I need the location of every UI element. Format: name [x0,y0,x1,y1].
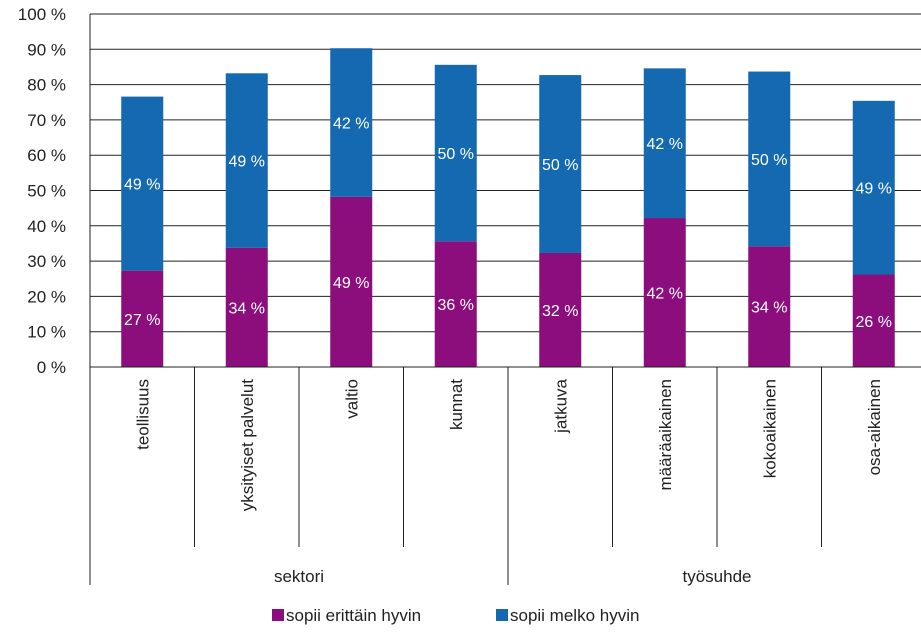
y-tick-label: 30 % [27,252,66,271]
data-label: 42 % [647,136,683,153]
legend-swatch [272,609,284,621]
group-label: sektori [274,567,324,586]
y-axis-ticks: 0 % 10 % 20 % 30 % 40 % 50 % 60 % 70 % 80 % 90 % 1… [18,5,66,377]
bar-segment [225,247,268,367]
bar-segment [434,241,477,367]
x-tick-label: kokoaikainen [760,379,779,478]
bar-segment [539,252,582,367]
x-tick-label: kunnat [447,379,466,430]
x-axis-labels: teollisuus yksityiset palvelut valtio kunna… [133,378,884,511]
data-label: 50 % [438,146,474,163]
data-label: 26 % [856,314,892,331]
x-tick-label: määräaikainen [656,379,675,491]
data-label: 42 % [647,286,683,303]
data-label: 34 % [229,300,265,317]
bar-segment [225,73,268,248]
data-label: 32 % [542,303,578,320]
data-label: 49 % [124,177,160,194]
bar-segment [748,71,791,247]
y-tick-label: 50 % [27,182,66,201]
y-tick-label: 100 % [18,5,66,24]
gridlines [90,13,921,333]
legend: sopii erittäin hyvin sopii melko hyvin [272,606,639,625]
bar-segment [852,100,895,275]
legend-label: sopii erittäin hyvin [286,606,421,625]
data-label: 49 % [856,181,892,198]
data-label: 34 % [751,300,787,317]
bar-segment [852,274,895,367]
data-label: 36 % [438,297,474,314]
x-tick-label: osa-aikainen [865,379,884,475]
legend-swatch [496,609,508,621]
bar-segment [121,96,164,271]
data-label: 42 % [333,116,369,133]
data-label: 50 % [751,152,787,169]
x-tick-label: yksityiset palvelut [238,379,257,512]
bar-segment [643,218,686,367]
bar-segment [643,68,686,219]
y-tick-label: 0 % [37,358,66,377]
data-label: 50 % [542,157,578,174]
bar-segment [121,270,164,367]
x-tick-label: jatkuva [551,378,570,433]
x-tick-label: valtio [342,379,361,419]
y-tick-label: 60 % [27,146,66,165]
bar-segment [330,48,373,197]
y-tick-label: 20 % [27,287,66,306]
group-labels: sektori työsuhde [274,567,752,586]
bars [121,48,895,367]
axes [89,14,921,585]
y-tick-label: 80 % [27,76,66,95]
bar-segment [330,196,373,367]
data-labels: 27 % 49 % 34 % 49 % 49 % 42 % 36 % 50 % 32 % 50 %… [124,116,892,331]
y-tick-label: 10 % [27,323,66,342]
y-tick-label: 40 % [27,217,66,236]
legend-label: sopii melko hyvin [510,606,639,625]
bar-segment [748,246,791,367]
y-tick-label: 70 % [27,111,66,130]
x-tick-label: teollisuus [133,379,152,450]
group-label: työsuhde [683,567,752,586]
data-label: 49 % [333,275,369,292]
data-label: 49 % [229,153,265,170]
data-label: 27 % [124,312,160,329]
bar-segment [434,64,477,242]
y-tick-label: 90 % [27,40,66,59]
bar-segment [539,75,582,253]
